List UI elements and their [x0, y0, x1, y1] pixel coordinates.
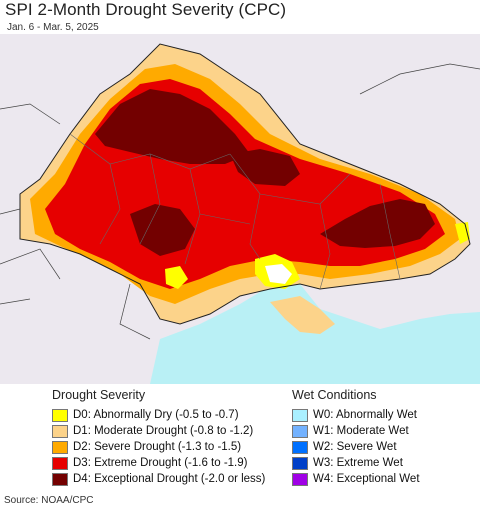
swatch-d2: [52, 440, 68, 454]
abnormally-wet-patch: [265, 264, 292, 284]
legend-item-d1: D1: Moderate Drought (-0.8 to -1.2): [52, 423, 265, 439]
swatch-d0: [52, 408, 68, 422]
swatch-w2: [292, 440, 308, 454]
legend-label-w4: W4: Exceptional Wet: [313, 473, 420, 485]
legend-label-w3: W3: Extreme Wet: [313, 457, 403, 469]
legend-item-d0: D0: Abnormally Dry (-0.5 to -0.7): [52, 407, 265, 423]
legend-label-d4: D4: Exceptional Drought (-2.0 or less): [73, 473, 266, 485]
legend-item-d4: D4: Exceptional Drought (-2.0 or less): [52, 471, 265, 487]
legend-label-w0: W0: Abnormally Wet: [313, 409, 417, 421]
national-border: [19, 43, 471, 325]
legend-label-d0: D0: Abnormally Dry (-0.5 to -0.7): [73, 409, 239, 421]
wet-legend: Wet Conditions W0: Abnormally Wet W1: Mo…: [292, 388, 420, 487]
exceptional-drought-north: [95, 89, 250, 164]
drought-legend-title: Drought Severity: [52, 388, 146, 402]
swatch-w3: [292, 456, 308, 470]
legend-label-d2: D2: Severe Drought (-1.3 to -1.5): [73, 441, 242, 453]
legend-item-w4: W4: Exceptional Wet: [292, 471, 420, 487]
legend-label-w2: W2: Severe Wet: [313, 441, 397, 453]
crimea-land: [270, 296, 335, 334]
legend-item-w0: W0: Abnormally Wet: [292, 407, 420, 423]
legend-item-w1: W1: Moderate Wet: [292, 423, 420, 439]
map-date-range: Jan. 6 - Mar. 5, 2025: [7, 22, 99, 33]
swatch-d4: [52, 472, 68, 486]
exceptional-drought-northeast: [230, 149, 300, 186]
swatch-w1: [292, 424, 308, 438]
source-credit: Source: NOAA/CPC: [4, 495, 94, 506]
drought-map: [0, 34, 480, 384]
exceptional-drought-central: [130, 204, 195, 256]
legend-label-d1: D1: Moderate Drought (-0.8 to -1.2): [73, 425, 254, 437]
neighbor-borders: [0, 63, 480, 340]
swatch-d1: [52, 424, 68, 438]
legend-label-w1: W1: Moderate Wet: [313, 425, 409, 437]
swatch-w4: [292, 472, 308, 486]
black-sea-area: [150, 284, 480, 384]
legend-item-d2: D2: Severe Drought (-1.3 to -1.5): [52, 439, 265, 455]
legend-item-w2: W2: Severe Wet: [292, 439, 420, 455]
legend-item-w3: W3: Extreme Wet: [292, 455, 420, 471]
abnormally-dry-patch-2: [165, 266, 188, 289]
map-title: SPI 2-Month Drought Severity (CPC): [5, 0, 287, 19]
exceptional-drought-east: [320, 199, 435, 248]
map-legend: Drought Severity D0: Abnormally Dry (-0.…: [0, 388, 480, 492]
swatch-d3: [52, 456, 68, 470]
legend-item-d3: D3: Extreme Drought (-1.6 to -1.9): [52, 455, 265, 471]
swatch-w0: [292, 408, 308, 422]
wet-legend-title: Wet Conditions: [292, 388, 377, 402]
regional-borders: [69, 133, 401, 290]
legend-label-d3: D3: Extreme Drought (-1.6 to -1.9): [73, 457, 248, 469]
drought-legend: Drought Severity D0: Abnormally Dry (-0.…: [52, 388, 265, 487]
